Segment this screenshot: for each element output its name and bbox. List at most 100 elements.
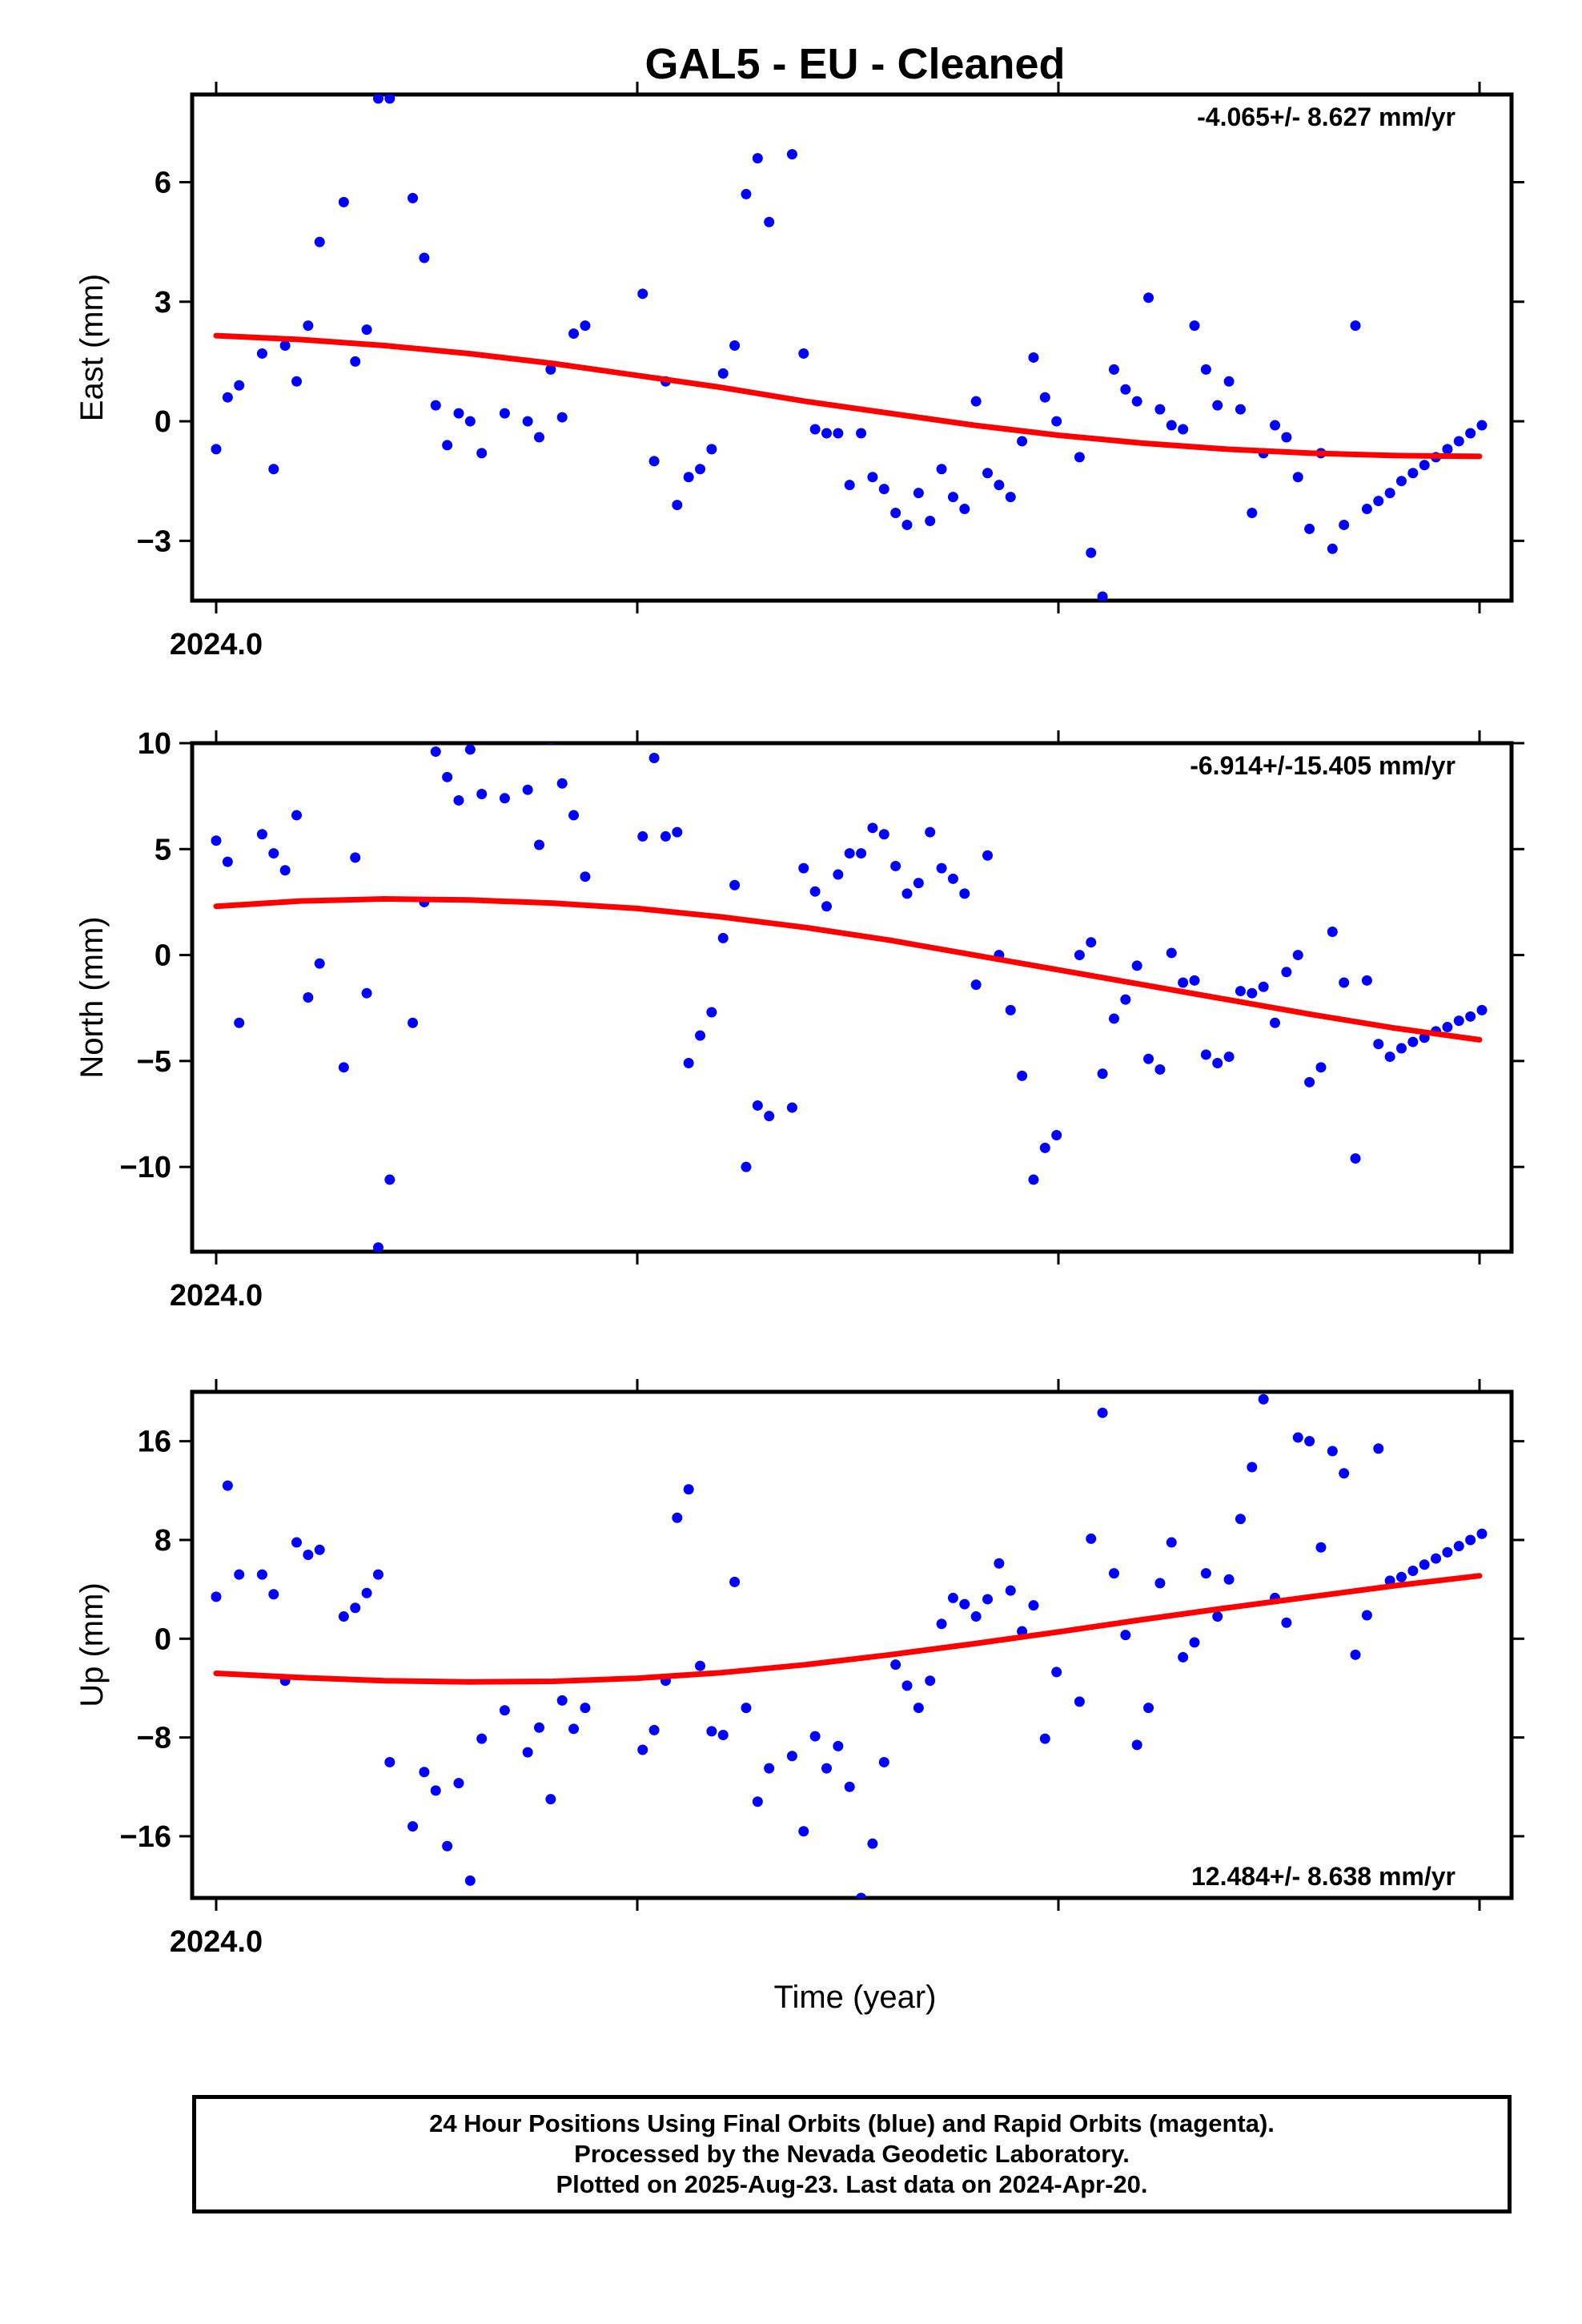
data-point (533, 839, 544, 850)
data-point (222, 392, 233, 403)
data-point (695, 464, 706, 475)
trend-line (213, 332, 1483, 460)
data-point (959, 504, 970, 515)
data-point (442, 1840, 453, 1852)
data-point (1131, 960, 1142, 971)
data-point (522, 416, 533, 427)
data-point (222, 856, 233, 867)
data-point (268, 1589, 279, 1600)
data-point (361, 1587, 372, 1598)
data-point (1097, 591, 1108, 601)
data-point (1281, 967, 1292, 978)
data-point (913, 488, 924, 499)
data-point (764, 216, 775, 227)
data-point (1051, 1129, 1062, 1140)
data-point (279, 340, 291, 352)
data-point (936, 464, 947, 475)
data-point (878, 484, 889, 495)
data-point (314, 958, 325, 969)
data-point (1051, 1667, 1062, 1678)
data-point (350, 852, 361, 863)
data-point (1431, 1553, 1442, 1564)
data-point (303, 320, 314, 332)
data-point (384, 94, 396, 104)
data-point (1304, 1436, 1315, 1447)
data-point (637, 288, 648, 300)
footer-line: Plotted on 2025-Aug-23. Last data on 202… (556, 2170, 1148, 2198)
data-point (1200, 364, 1211, 375)
data-point (1074, 452, 1085, 463)
data-point (1442, 1546, 1453, 1558)
data-point (1154, 404, 1166, 415)
data-point (1143, 1053, 1154, 1064)
data-point (741, 1161, 752, 1172)
data-point (1327, 543, 1338, 554)
data-point (786, 1751, 797, 1762)
data-point (1258, 981, 1269, 992)
data-point (1373, 1039, 1384, 1050)
data-point (1200, 1049, 1211, 1060)
data-point (1212, 400, 1223, 411)
data-point (522, 784, 533, 795)
data-point (1350, 1649, 1361, 1660)
rate-annotation: -4.065+/- 8.627 mm/yr (1197, 103, 1456, 131)
data-point (442, 771, 453, 782)
data-point (695, 1030, 706, 1041)
data-point (786, 1102, 797, 1113)
data-point (580, 320, 591, 332)
data-point (533, 1722, 544, 1733)
data-point (901, 519, 913, 530)
y-tick-label: 0 (155, 939, 171, 973)
data-point (637, 830, 648, 842)
data-point (1131, 1739, 1142, 1751)
data-point (1339, 519, 1350, 530)
y-tick-label: 16 (138, 1425, 171, 1459)
data-point (1281, 432, 1292, 443)
data-point (1339, 1468, 1350, 1479)
data-point (361, 987, 372, 999)
data-point (1143, 292, 1154, 304)
data-point (361, 324, 372, 336)
data-point (522, 1747, 533, 1758)
data-point (211, 444, 222, 455)
data-point (1453, 1015, 1464, 1027)
footer-line: Processed by the Nevada Geodetic Laborat… (574, 2140, 1130, 2168)
data-point (1247, 508, 1258, 519)
data-point (338, 196, 349, 207)
data-point (821, 1763, 832, 1774)
data-point (752, 1796, 763, 1807)
data-point (1212, 1058, 1223, 1069)
y-axis-label: East (mm) (74, 274, 110, 421)
data-point (741, 1703, 752, 1714)
data-point (994, 480, 1005, 491)
data-point (499, 793, 510, 804)
data-point (660, 830, 671, 842)
data-point (1384, 1051, 1395, 1063)
x-axis-label: Time (year) (774, 1980, 937, 2015)
data-point (786, 149, 797, 160)
data-point (408, 192, 419, 203)
data-point (453, 794, 464, 806)
data-point (419, 1767, 430, 1778)
data-point (970, 1611, 982, 1622)
data-point (833, 428, 844, 439)
data-point (222, 1480, 233, 1491)
data-point (672, 1512, 683, 1523)
data-point (1166, 947, 1177, 959)
data-point (1235, 404, 1246, 415)
data-point (1108, 364, 1119, 375)
data-point (844, 1781, 855, 1792)
data-point (1120, 1630, 1131, 1641)
data-point (1281, 1617, 1292, 1628)
data-point (878, 829, 889, 840)
data-point (1384, 488, 1395, 499)
data-point (314, 1544, 325, 1555)
data-point (1258, 1393, 1269, 1405)
data-point (947, 873, 958, 884)
data-point (234, 1569, 245, 1580)
data-point (1223, 1574, 1235, 1585)
data-point (350, 356, 361, 367)
y-tick-label: −5 (137, 1045, 171, 1079)
data-point (556, 1695, 568, 1706)
